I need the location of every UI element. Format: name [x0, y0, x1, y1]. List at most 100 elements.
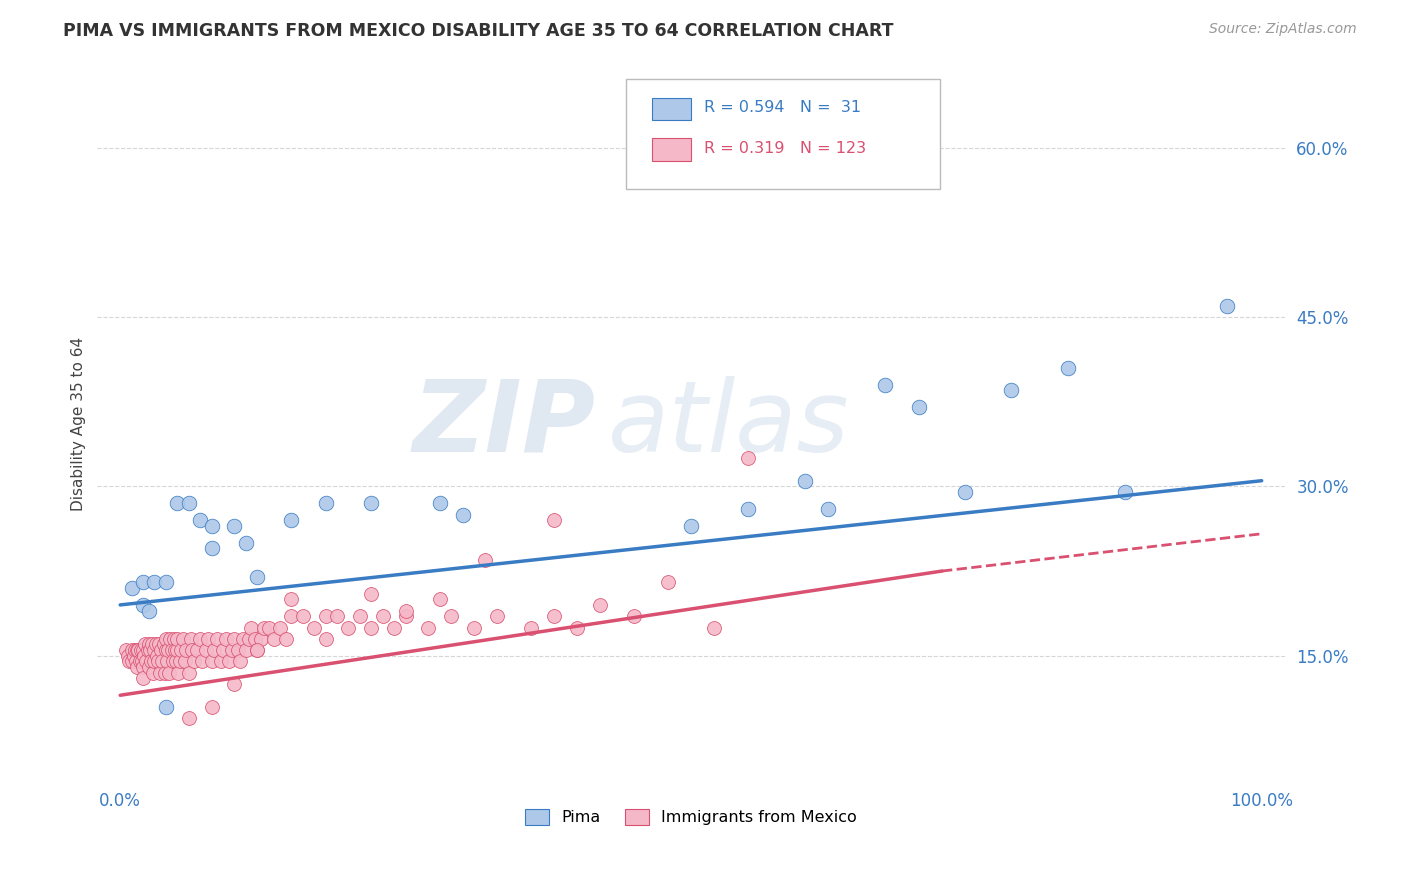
- Point: [125, 654, 148, 668]
- Text: ZIP: ZIP: [413, 376, 596, 473]
- Point: [253, 620, 276, 634]
- Point: [451, 508, 474, 522]
- Point: [209, 654, 232, 668]
- Point: [382, 620, 405, 634]
- Point: [132, 575, 155, 590]
- Point: [132, 671, 155, 685]
- Point: [246, 643, 269, 657]
- Point: [315, 496, 337, 510]
- Point: [246, 570, 269, 584]
- Text: R = 0.319   N = 123: R = 0.319 N = 123: [704, 142, 866, 156]
- Point: [200, 519, 222, 533]
- Point: [146, 654, 169, 668]
- FancyBboxPatch shape: [626, 79, 941, 189]
- Y-axis label: Disability Age 35 to 64: Disability Age 35 to 64: [72, 337, 86, 511]
- Text: Source: ZipAtlas.com: Source: ZipAtlas.com: [1209, 22, 1357, 37]
- Point: [183, 654, 205, 668]
- Point: [274, 632, 297, 646]
- Point: [172, 632, 194, 646]
- Point: [197, 632, 219, 646]
- Point: [134, 648, 156, 663]
- Point: [143, 575, 166, 590]
- Point: [349, 609, 371, 624]
- Text: atlas: atlas: [607, 376, 849, 473]
- Point: [280, 592, 302, 607]
- Point: [302, 620, 325, 634]
- Point: [132, 643, 155, 657]
- Point: [200, 699, 222, 714]
- Point: [953, 485, 976, 500]
- Point: [131, 654, 153, 668]
- Point: [394, 603, 416, 617]
- Point: [737, 502, 759, 516]
- Point: [794, 474, 817, 488]
- Point: [115, 643, 138, 657]
- Point: [429, 496, 451, 510]
- Point: [543, 609, 565, 624]
- Point: [200, 541, 222, 556]
- Point: [143, 654, 166, 668]
- Point: [565, 620, 588, 634]
- Point: [337, 620, 360, 634]
- Point: [703, 620, 725, 634]
- Point: [177, 665, 200, 680]
- Point: [371, 609, 394, 624]
- Text: PIMA VS IMMIGRANTS FROM MEXICO DISABILITY AGE 35 TO 64 CORRELATION CHART: PIMA VS IMMIGRANTS FROM MEXICO DISABILIT…: [63, 22, 894, 40]
- Point: [194, 643, 217, 657]
- Point: [291, 609, 314, 624]
- Point: [232, 632, 254, 646]
- Point: [152, 637, 174, 651]
- Point: [212, 643, 235, 657]
- Point: [174, 654, 197, 668]
- Point: [177, 711, 200, 725]
- Point: [243, 632, 266, 646]
- Point: [188, 513, 211, 527]
- Point: [543, 513, 565, 527]
- Point: [127, 643, 149, 657]
- Point: [118, 654, 141, 668]
- Point: [145, 637, 167, 651]
- Point: [873, 377, 896, 392]
- Point: [163, 643, 186, 657]
- Point: [737, 451, 759, 466]
- Point: [132, 660, 155, 674]
- Legend: Pima, Immigrants from Mexico: Pima, Immigrants from Mexico: [524, 809, 858, 825]
- Point: [588, 598, 610, 612]
- Point: [463, 620, 485, 634]
- Point: [155, 632, 177, 646]
- Point: [127, 660, 149, 674]
- Point: [121, 643, 143, 657]
- Point: [136, 643, 159, 657]
- Point: [263, 632, 285, 646]
- Point: [169, 654, 191, 668]
- Point: [156, 654, 179, 668]
- Point: [150, 643, 173, 657]
- Point: [418, 620, 440, 634]
- Point: [166, 632, 188, 646]
- Point: [235, 536, 257, 550]
- Point: [394, 609, 416, 624]
- Point: [132, 598, 155, 612]
- Point: [153, 665, 176, 680]
- Point: [165, 654, 187, 668]
- Point: [908, 401, 931, 415]
- Point: [188, 632, 211, 646]
- Point: [145, 648, 167, 663]
- Point: [280, 609, 302, 624]
- Point: [224, 677, 246, 691]
- Point: [269, 620, 291, 634]
- Point: [1114, 485, 1136, 500]
- Point: [121, 581, 143, 595]
- Point: [134, 637, 156, 651]
- Point: [360, 586, 382, 600]
- Point: [141, 637, 163, 651]
- Point: [122, 648, 145, 663]
- Point: [226, 643, 249, 657]
- Point: [249, 632, 271, 646]
- Point: [485, 609, 508, 624]
- Point: [166, 496, 188, 510]
- Point: [157, 643, 180, 657]
- Text: R = 0.594   N =  31: R = 0.594 N = 31: [704, 100, 860, 115]
- Point: [1216, 299, 1239, 313]
- Point: [162, 654, 184, 668]
